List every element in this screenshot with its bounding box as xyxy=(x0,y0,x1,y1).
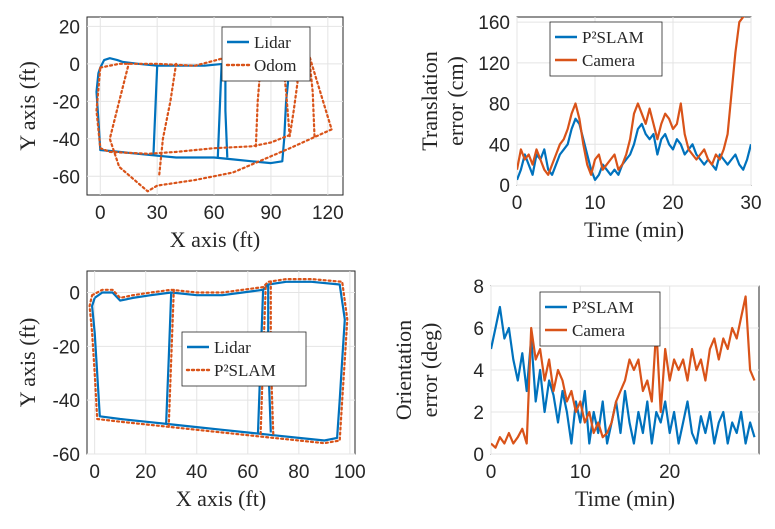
series-line-1 xyxy=(95,53,299,155)
y-tick-label: 80 xyxy=(489,95,510,116)
legend-label: Camera xyxy=(582,51,635,70)
legend-box xyxy=(549,21,663,77)
legend-label: Camera xyxy=(572,321,625,340)
series-line-1 xyxy=(88,278,349,445)
x-tick-label: 120 xyxy=(312,203,344,224)
y-tick-label: -20 xyxy=(53,337,80,358)
y-tick-label: 120 xyxy=(478,54,510,75)
y-tick-label: 0 xyxy=(499,176,510,197)
x-tick-label: 60 xyxy=(237,462,258,483)
y-tick-label: 40 xyxy=(489,135,510,156)
x-axis-label: Time (min) xyxy=(584,217,684,242)
series-group xyxy=(491,295,756,449)
legend-box xyxy=(181,331,307,387)
x-tick-label: 10 xyxy=(570,462,591,483)
y-tick-label: -60 xyxy=(53,445,80,466)
x-tick-label: 0 xyxy=(89,462,100,483)
y-axis-label: error (deg) xyxy=(417,323,442,418)
x-tick-label: 10 xyxy=(584,193,605,214)
y-axis-label: Orientation xyxy=(391,320,416,420)
legend-label: Lidar xyxy=(214,338,251,357)
legend-box xyxy=(539,291,661,347)
x-axis-label: X axis (ft) xyxy=(170,227,260,252)
legend-label: P²SLAM xyxy=(572,298,634,317)
x-tick-label: 20 xyxy=(659,462,680,483)
x-tick-label: 20 xyxy=(135,462,156,483)
legend-label: P²SLAM xyxy=(582,28,644,47)
series-group xyxy=(517,17,751,181)
legend: P²SLAM Camera xyxy=(549,21,663,77)
legend-box xyxy=(221,26,311,82)
y-tick-label: -20 xyxy=(53,92,80,113)
series-line-0 xyxy=(491,305,756,445)
x-tick-label: 40 xyxy=(186,462,207,483)
chart-p3: 0 20 40 60 80 100 0 -20 -40 -60 X axis (ft) Y axis … xyxy=(15,270,366,511)
chart-p1: 0 30 60 90 120 20 0 -20 -40 -60 X axis (ft) Y axis … xyxy=(15,16,344,252)
x-tick-label: 60 xyxy=(203,203,224,224)
x-tick-label: 100 xyxy=(334,462,366,483)
series-line-0-part-1 xyxy=(216,63,223,158)
series-line-0-part-0 xyxy=(165,292,173,425)
y-axis-label: error (cm) xyxy=(443,56,468,146)
y-tick-label: 2 xyxy=(473,403,484,424)
x-tick-label: 80 xyxy=(288,462,309,483)
series-line-0 xyxy=(91,280,346,442)
y-tick-label: 0 xyxy=(69,55,80,76)
legend: Lidar Odom xyxy=(221,26,311,82)
y-tick-label: 8 xyxy=(473,277,484,298)
legend-label: P²SLAM xyxy=(214,361,276,380)
x-tick-label: 90 xyxy=(260,203,281,224)
y-tick-label: 20 xyxy=(59,17,80,38)
legend: Lidar P²SLAM xyxy=(181,331,307,387)
x-axis-label: X axis (ft) xyxy=(176,486,266,511)
series-line-1 xyxy=(517,17,745,176)
y-tick-label: 0 xyxy=(473,445,484,466)
y-tick-label: 0 xyxy=(69,284,80,305)
y-tick-label: 4 xyxy=(473,361,484,382)
series-line-1-part-0 xyxy=(167,288,175,429)
x-axis-label: Time (min) xyxy=(575,486,675,511)
y-axis-label: Y axis (ft) xyxy=(15,61,40,151)
y-axis-label: Translation xyxy=(417,51,442,150)
x-tick-label: 20 xyxy=(662,193,683,214)
x-tick-label: 0 xyxy=(512,193,523,214)
y-tick-label: -40 xyxy=(53,130,80,151)
y-tick-label: 6 xyxy=(473,319,484,340)
y-tick-label: 160 xyxy=(478,13,510,34)
y-tick-label: -40 xyxy=(53,391,80,412)
legend-label: Lidar xyxy=(254,33,291,52)
x-tick-label: 0 xyxy=(486,462,497,483)
series-line-1 xyxy=(491,295,756,449)
y-tick-label: -60 xyxy=(53,167,80,188)
chart-p2: 0 10 20 30 160 120 80 40 0 Time (min) Translation e… xyxy=(417,13,762,242)
legend-label: Odom xyxy=(254,56,297,75)
x-tick-label: 0 xyxy=(95,203,106,224)
legend: P²SLAM Camera xyxy=(539,291,661,347)
y-axis-label: Y axis (ft) xyxy=(15,318,40,408)
series-line-0-part-0 xyxy=(152,65,159,156)
x-tick-label: 30 xyxy=(147,203,168,224)
x-tick-label: 30 xyxy=(740,193,761,214)
series-line-1-part-1 xyxy=(158,62,178,178)
